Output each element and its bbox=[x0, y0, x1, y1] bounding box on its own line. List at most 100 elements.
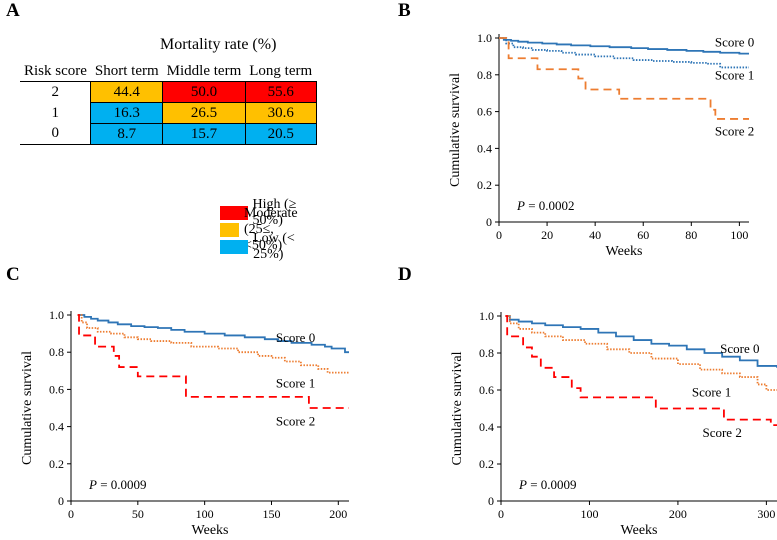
x-tick-label-b: 0 bbox=[496, 228, 502, 242]
rate-cell: 26.5 bbox=[162, 102, 246, 124]
survival-curve-c-score-1 bbox=[77, 314, 349, 374]
legend-item: Low (< 25%) bbox=[220, 231, 314, 262]
x-tick-label-b: 20 bbox=[541, 228, 553, 242]
rate-cell: 44.4 bbox=[90, 81, 164, 103]
x-tick-label-c: 200 bbox=[329, 507, 347, 521]
x-tick-label-d: 100 bbox=[580, 507, 598, 521]
legend-swatch-low bbox=[220, 239, 249, 254]
panel-label-a: A bbox=[6, 0, 20, 21]
y-tick-label-d: 0.4 bbox=[479, 420, 494, 434]
p-number: = 0.0009 bbox=[97, 477, 147, 492]
survival-curve-b-score-1 bbox=[499, 37, 749, 69]
x-tick-label-c: 50 bbox=[132, 507, 144, 521]
y-tick-label-c: 0.2 bbox=[49, 457, 64, 471]
y-tick-label-c: 0.6 bbox=[49, 382, 64, 396]
survival-curve-d-score-2 bbox=[505, 315, 777, 427]
y-tick-label-b: 0 bbox=[486, 215, 492, 229]
x-tick-label-b: 80 bbox=[685, 228, 697, 242]
p-value-d: P = 0.0009 bbox=[518, 477, 577, 492]
table-legend: High (≥ 50%) Moderate (25≤, <50%) Low (<… bbox=[220, 197, 314, 262]
rate-cell: 16.3 bbox=[90, 102, 164, 124]
survival-curve-b-score-2 bbox=[499, 37, 749, 120]
survival-curve-d-score-0 bbox=[505, 315, 777, 368]
risk-score-cell: 0 bbox=[20, 123, 92, 145]
panel-label-b: B bbox=[398, 0, 411, 21]
series-label-c: Score 2 bbox=[276, 414, 315, 429]
x-tick-label-b: 60 bbox=[637, 228, 649, 242]
x-tick-label-c: 100 bbox=[196, 507, 214, 521]
y-tick-label-d: 0 bbox=[488, 494, 494, 508]
x-tick-label-b: 40 bbox=[589, 228, 601, 242]
column-header: Short term bbox=[90, 61, 163, 82]
rate-cell: 50.0 bbox=[162, 81, 246, 103]
survival-curve-c-score-0 bbox=[77, 314, 349, 354]
y-tick-label-c: 0.4 bbox=[49, 420, 64, 434]
x-axis-label-c: Weeks bbox=[192, 523, 229, 538]
table-row: 1 16.3 26.5 30.6 bbox=[20, 102, 317, 124]
y-tick-label-d: 0.6 bbox=[479, 383, 494, 397]
legend-swatch-moderate bbox=[220, 222, 239, 237]
column-header: Middle term bbox=[162, 61, 246, 82]
p-value-b: P = 0.0002 bbox=[516, 198, 575, 213]
panel-label-c: C bbox=[6, 264, 20, 285]
x-axis-label-b: Weeks bbox=[606, 244, 643, 259]
legend-label: High (≥ 50%) bbox=[252, 196, 297, 228]
rate-cell: 15.7 bbox=[162, 123, 246, 145]
table-title: Mortality rate (%) bbox=[160, 36, 277, 53]
legend-swatch-high bbox=[220, 205, 248, 220]
y-tick-label-b: 1.0 bbox=[477, 31, 492, 45]
legend-item: Moderate (25≤, <50%) bbox=[220, 206, 314, 253]
survival-curve-c-score-2 bbox=[77, 314, 349, 409]
p-symbol: P bbox=[516, 198, 525, 213]
x-tick-label-d: 300 bbox=[757, 507, 775, 521]
x-tick-label-c: 0 bbox=[68, 507, 74, 521]
rate-cell: 55.6 bbox=[244, 81, 317, 103]
y-axis-label-b: Cumulative survival bbox=[448, 73, 463, 187]
y-tick-label-b: 0.2 bbox=[477, 178, 492, 192]
legend-item: High (≥ 50%) bbox=[220, 197, 314, 228]
y-tick-label-b: 0.4 bbox=[477, 141, 492, 155]
p-symbol: P bbox=[518, 477, 527, 492]
x-tick-label-b: 100 bbox=[730, 228, 748, 242]
survival-curve-d-score-1 bbox=[505, 315, 777, 391]
series-label-c: Score 1 bbox=[276, 376, 315, 391]
rate-cell: 30.6 bbox=[244, 102, 317, 124]
x-tick-label-d: 200 bbox=[669, 507, 687, 521]
y-tick-label-c: 1.0 bbox=[49, 308, 64, 322]
risk-score-cell: 2 bbox=[20, 81, 92, 103]
legend-label: Low (< 25%) bbox=[253, 230, 295, 262]
risk-score-cell: 1 bbox=[20, 102, 92, 124]
series-label-d: Score 2 bbox=[702, 425, 741, 440]
rate-cell: 8.7 bbox=[90, 123, 164, 145]
y-tick-label-c: 0 bbox=[58, 494, 64, 508]
y-tick-label-d: 0.8 bbox=[479, 346, 494, 360]
p-number: = 0.0009 bbox=[527, 477, 577, 492]
survival-curve-b-score-0 bbox=[499, 37, 749, 55]
series-label-b: Score 0 bbox=[715, 34, 754, 49]
series-label-d: Score 1 bbox=[692, 384, 731, 399]
y-tick-label-b: 0.8 bbox=[477, 68, 492, 82]
p-symbol: P bbox=[88, 477, 97, 492]
p-value-c: P = 0.0009 bbox=[88, 477, 147, 492]
series-label-d: Score 0 bbox=[720, 341, 759, 356]
p-number: = 0.0002 bbox=[525, 198, 575, 213]
series-label-b: Score 2 bbox=[715, 124, 754, 139]
y-axis-label-d: Cumulative survival bbox=[450, 351, 465, 465]
y-tick-label-d: 0.2 bbox=[479, 457, 494, 471]
series-label-b: Score 1 bbox=[715, 67, 754, 82]
x-tick-label-c: 150 bbox=[262, 507, 280, 521]
legend-label: Moderate (25≤, <50%) bbox=[243, 205, 298, 253]
y-tick-label-c: 0.8 bbox=[49, 345, 64, 359]
table-row: 0 8.7 15.7 20.5 bbox=[20, 123, 317, 145]
y-axis-label-c: Cumulative survival bbox=[20, 351, 35, 465]
x-axis-label-d: Weeks bbox=[621, 523, 658, 538]
y-tick-label-d: 1.0 bbox=[479, 309, 494, 323]
series-label-c: Score 0 bbox=[276, 330, 315, 345]
x-tick-label-d: 0 bbox=[498, 507, 504, 521]
table-row: 2 44.4 50.0 55.6 bbox=[20, 81, 317, 103]
mortality-table: Risk score Short term Middle term Long t… bbox=[20, 61, 317, 145]
column-header: Long term bbox=[245, 61, 317, 82]
panel-label-d: D bbox=[398, 264, 412, 285]
rate-cell: 20.5 bbox=[244, 123, 317, 145]
column-header: Risk score bbox=[20, 61, 91, 82]
